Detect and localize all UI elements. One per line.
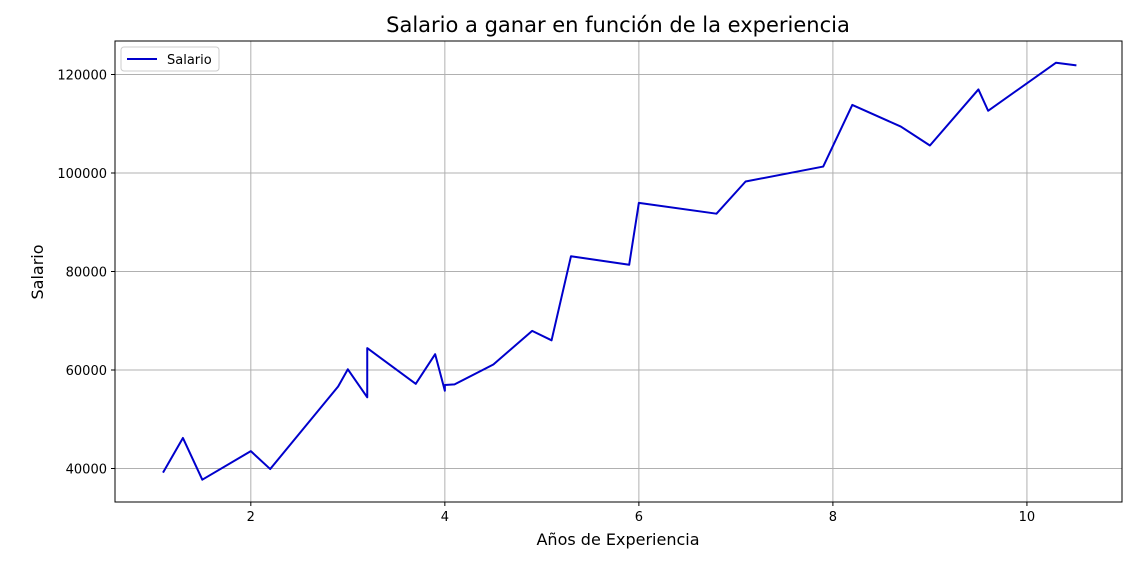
- chart-title: Salario a ganar en función de la experie…: [386, 13, 850, 37]
- y-tick-label: 100000: [57, 167, 107, 182]
- y-tick-label: 120000: [57, 68, 107, 83]
- x-tick-label: 4: [441, 510, 449, 525]
- x-axis-label: Años de Experiencia: [536, 530, 699, 549]
- series-layer: [162, 61, 1077, 481]
- x-tick-label: 10: [1019, 510, 1036, 525]
- x-tick-label: 2: [247, 510, 255, 525]
- x-tick-label: 8: [829, 510, 837, 525]
- x-tick-label: 6: [635, 510, 643, 525]
- legend-label-salario: Salario: [167, 53, 212, 68]
- y-tick-label: 60000: [66, 364, 107, 379]
- ticks: 2 4 6 8 10 40000 60000 80000 100000 120000: [57, 68, 1035, 525]
- legend: Salario: [120, 46, 220, 72]
- y-axis-label: Salario: [28, 244, 47, 299]
- legend-box: [120, 46, 220, 72]
- grid: [115, 41, 1122, 502]
- y-tick-label: 40000: [66, 463, 107, 478]
- y-tick-label: 80000: [66, 266, 107, 281]
- series-line-salario: [162, 61, 1077, 481]
